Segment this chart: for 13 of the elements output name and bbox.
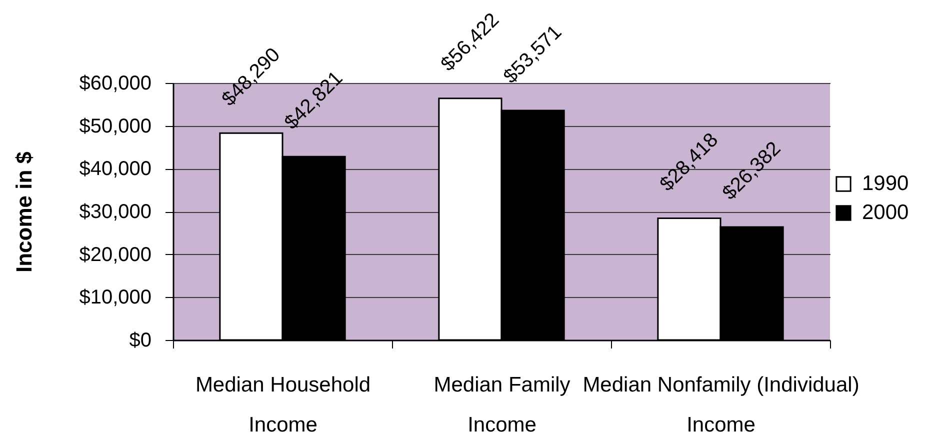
y-tick-label: $20,000 (79, 244, 152, 266)
x-tick-label: Median Nonfamily (Individual) Income (582, 374, 860, 436)
y-tick-label: $50,000 (79, 115, 152, 138)
y-tick-label: $0 (129, 330, 152, 352)
y-axis-title: Income in $ (12, 151, 36, 273)
x-tick-label: Median Household Income (195, 374, 371, 436)
x-tick-label: Median Family Income (434, 374, 571, 436)
y-tick-label: $40,000 (79, 158, 152, 180)
y-tick-label: $30,000 (79, 201, 152, 223)
legend-label: 1990 (862, 172, 909, 195)
y-tick-label: $60,000 (79, 72, 152, 94)
y-tick-label: $10,000 (79, 286, 152, 309)
legend-label: 2000 (862, 201, 909, 224)
